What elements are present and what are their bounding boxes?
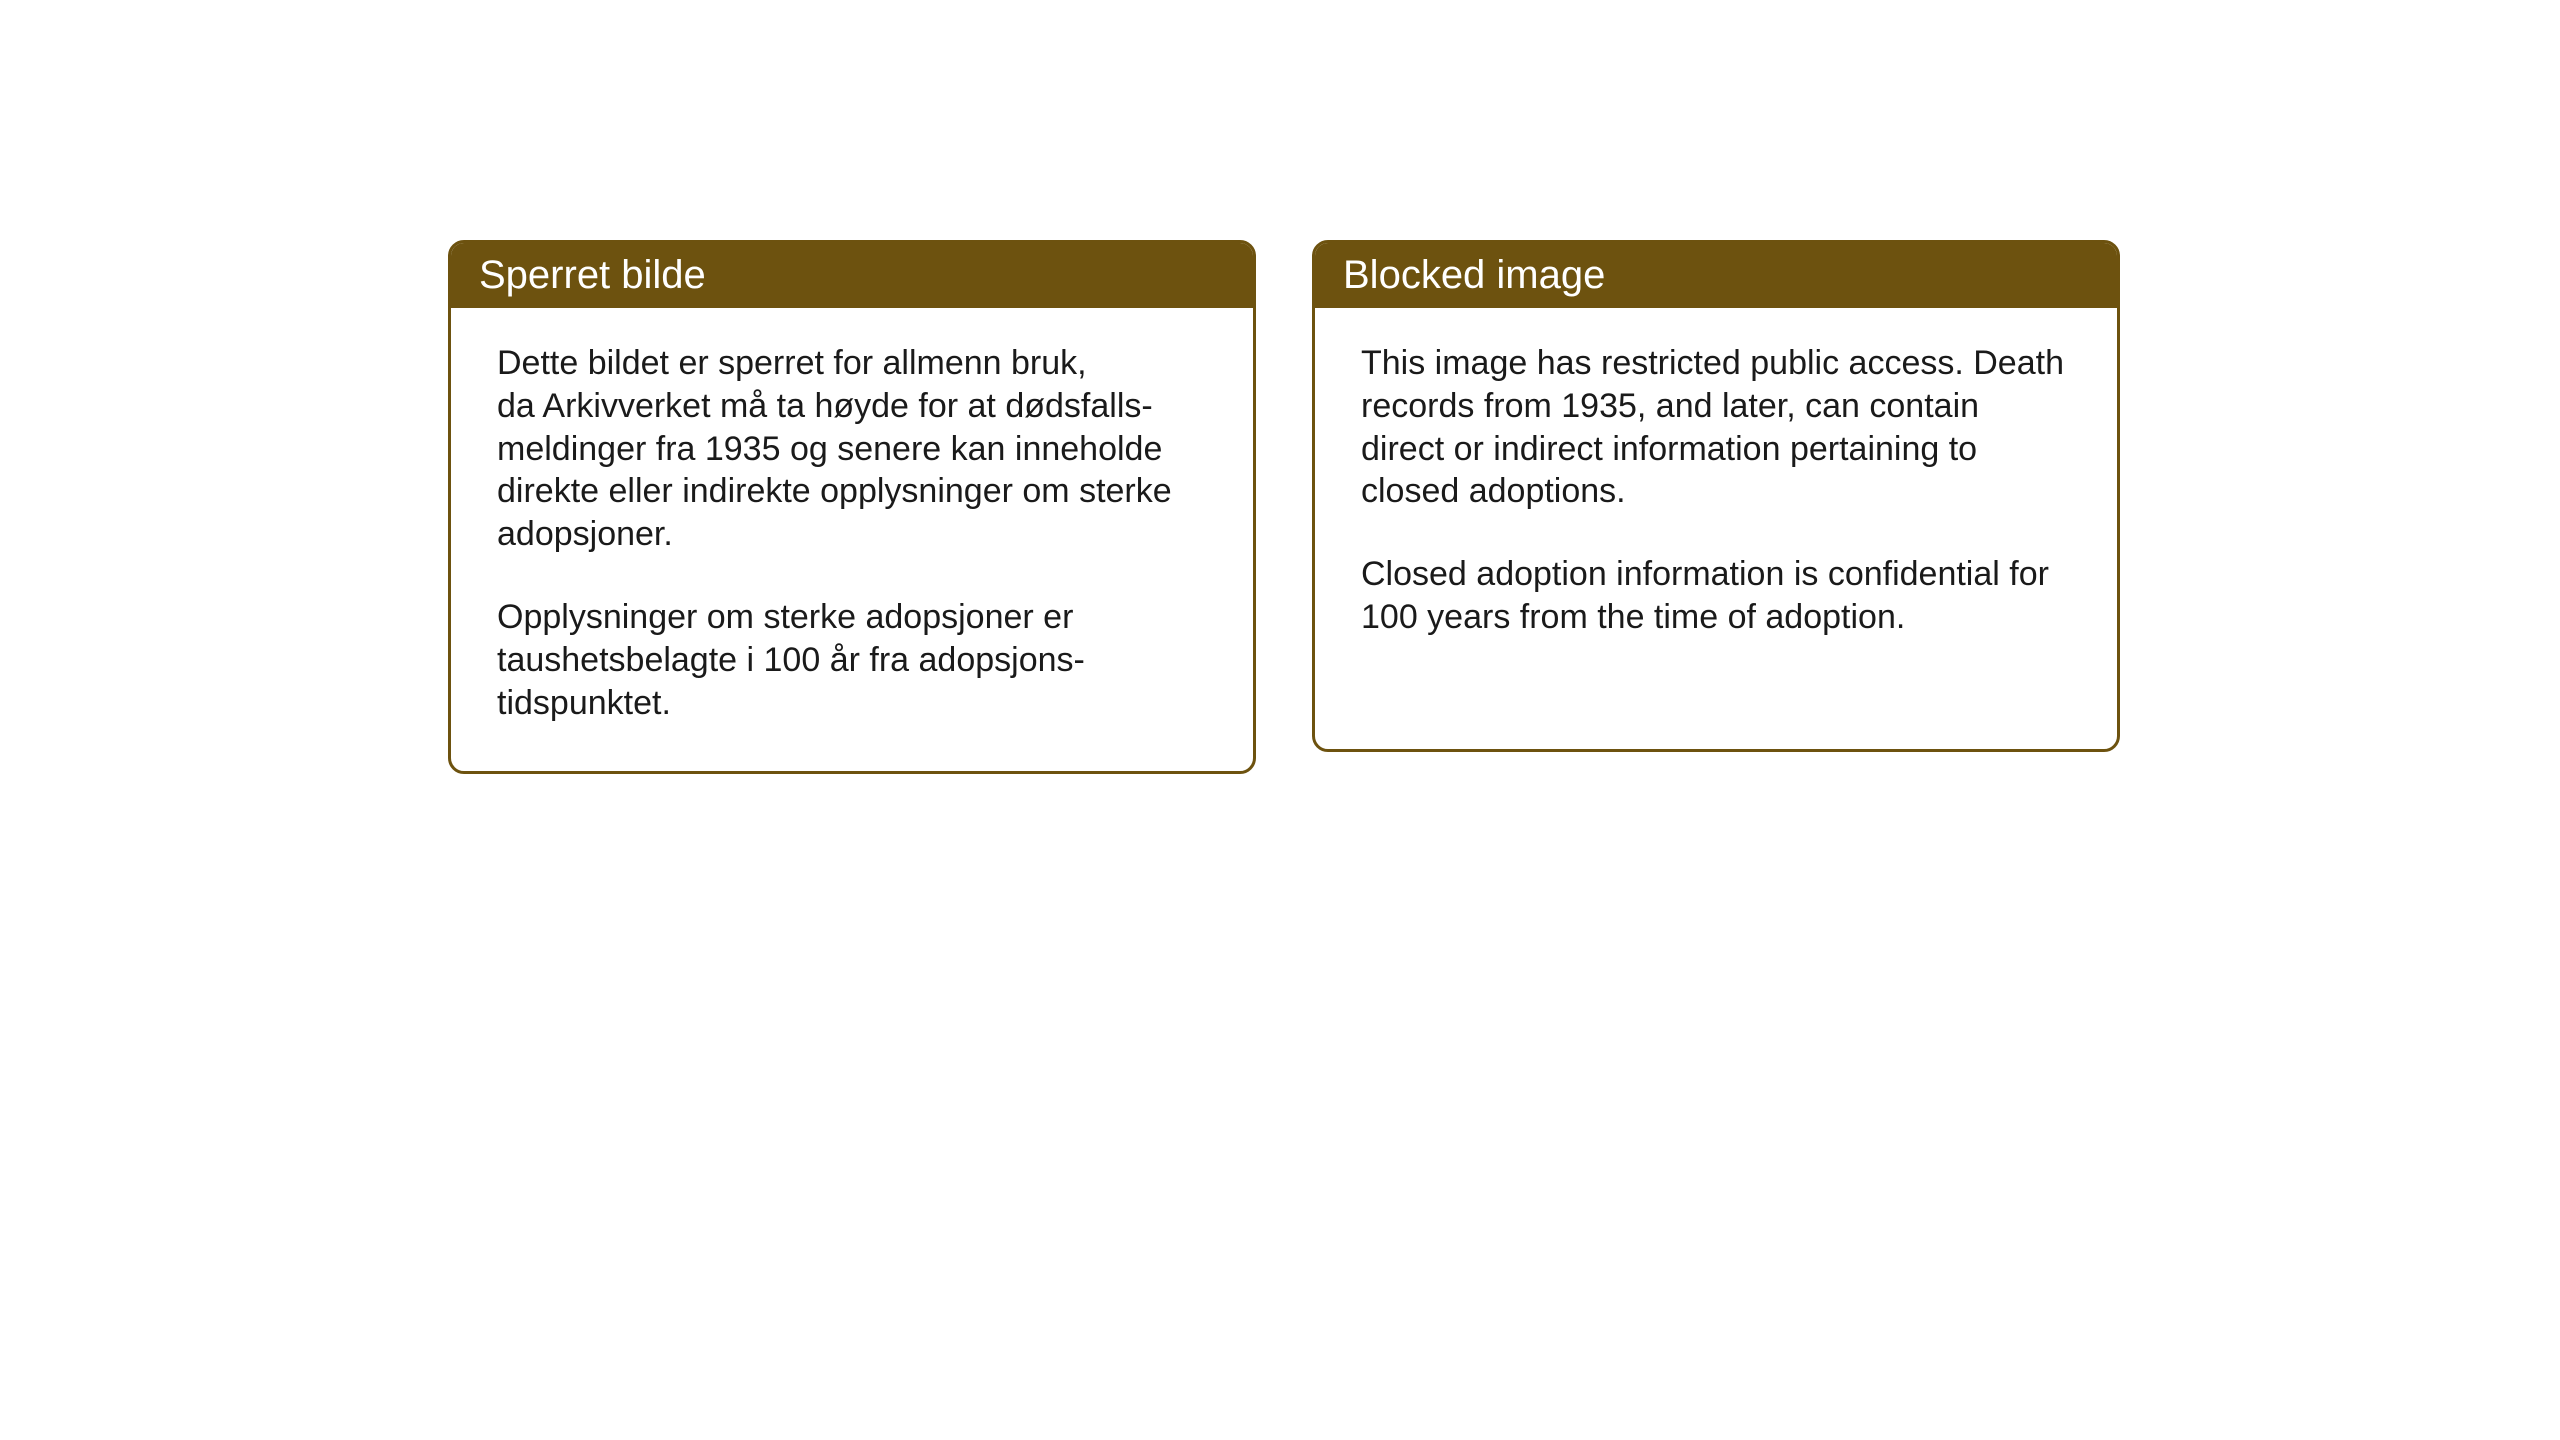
card-paragraph: Dette bildet er sperret for allmenn bruk… — [497, 342, 1207, 556]
notice-card-english: Blocked image This image has restricted … — [1312, 240, 2120, 752]
card-title: Sperret bilde — [479, 253, 706, 297]
card-title: Blocked image — [1343, 253, 1605, 297]
card-paragraph: This image has restricted public access.… — [1361, 342, 2071, 513]
notice-card-norwegian: Sperret bilde Dette bildet er sperret fo… — [448, 240, 1256, 774]
card-header-norwegian: Sperret bilde — [451, 243, 1253, 308]
card-header-english: Blocked image — [1315, 243, 2117, 308]
card-paragraph: Opplysninger om sterke adopsjoner er tau… — [497, 596, 1207, 724]
notice-container: Sperret bilde Dette bildet er sperret fo… — [0, 0, 2560, 774]
card-body-english: This image has restricted public access.… — [1315, 308, 2117, 685]
card-body-norwegian: Dette bildet er sperret for allmenn bruk… — [451, 308, 1253, 771]
card-paragraph: Closed adoption information is confident… — [1361, 553, 2071, 639]
